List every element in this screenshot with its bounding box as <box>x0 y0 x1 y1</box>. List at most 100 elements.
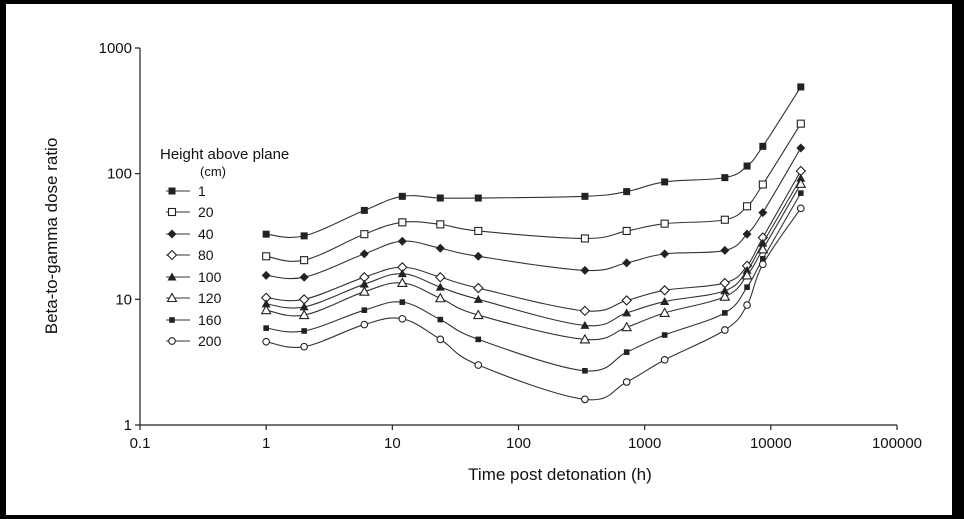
data-point <box>720 215 729 224</box>
data-point <box>473 282 484 294</box>
series-line <box>266 86 802 238</box>
x-tick-label: 0.1 <box>130 435 151 452</box>
data-point <box>719 291 731 301</box>
series-40 <box>261 143 806 282</box>
data-point <box>397 236 407 246</box>
data-point <box>358 286 370 296</box>
data-point <box>434 292 446 303</box>
data-point <box>722 310 728 316</box>
legend-entry: 1 <box>160 180 289 202</box>
data-point <box>621 295 632 306</box>
data-point <box>360 206 368 214</box>
data-point <box>622 308 632 317</box>
legend-marker <box>166 249 178 261</box>
legend-marker-icon <box>166 292 190 303</box>
data-point <box>473 251 483 261</box>
data-point <box>262 252 271 261</box>
data-point <box>298 309 310 320</box>
data-point <box>261 270 271 280</box>
legend-title: Height above plane <box>160 146 290 163</box>
legend-entry: 20 <box>160 202 289 224</box>
series-line <box>266 147 802 280</box>
data-point <box>473 294 483 303</box>
legend-marker <box>168 337 176 346</box>
legend-marker-icon <box>166 337 190 346</box>
x-tick-label: 100 <box>506 435 531 452</box>
data-point <box>741 269 753 280</box>
series-line <box>266 208 802 401</box>
data-point <box>797 83 805 91</box>
data-point <box>758 180 767 189</box>
data-point <box>396 277 408 288</box>
data-point <box>760 256 766 262</box>
data-point <box>474 361 483 369</box>
legend-marker-icon <box>166 316 190 323</box>
data-point <box>435 243 445 253</box>
series-20 <box>262 119 805 265</box>
legend-entry: 120 <box>160 288 289 310</box>
y-tick-label: 1 <box>124 417 132 434</box>
y-tick-label: 100 <box>107 166 132 183</box>
data-point <box>743 301 751 309</box>
data-point <box>581 395 589 404</box>
legend-marker <box>167 229 177 239</box>
data-point <box>435 271 446 283</box>
data-point <box>474 194 482 202</box>
x-tick-label: 10 <box>384 435 401 452</box>
x-tick-label: 1 <box>262 435 270 452</box>
legend-entry: 160 <box>160 309 289 331</box>
data-point <box>623 188 631 196</box>
data-point <box>795 178 807 188</box>
data-point <box>796 119 805 128</box>
data-point <box>474 226 483 236</box>
series-200 <box>262 204 805 404</box>
legend-unit: (cm) <box>200 164 226 179</box>
legend-entry: 40 <box>160 223 289 245</box>
x-tick-label: 100000 <box>872 435 922 452</box>
legend-label: 20 <box>198 204 214 221</box>
series-layer <box>260 83 807 404</box>
legend-label: 160 <box>198 311 222 328</box>
data-point <box>660 249 670 259</box>
data-point <box>719 277 731 289</box>
legend-marker-icon <box>166 249 190 261</box>
series-1 <box>262 83 805 240</box>
data-point <box>301 328 307 334</box>
data-point <box>622 258 632 268</box>
data-point <box>300 342 308 351</box>
data-point <box>579 333 591 344</box>
data-point <box>299 272 309 282</box>
data-point <box>796 143 806 153</box>
x-tick-label: 10000 <box>750 435 792 452</box>
data-point <box>743 202 752 211</box>
legend-label: 40 <box>198 225 214 242</box>
data-point <box>582 367 588 374</box>
data-point <box>798 190 804 196</box>
legend-marker-icon <box>166 229 190 239</box>
data-point <box>262 337 271 346</box>
data-point <box>300 256 309 265</box>
data-point <box>261 299 271 308</box>
legend-entry: 200 <box>160 331 289 353</box>
legend-label: 100 <box>198 268 222 285</box>
legend-entry: 80 <box>160 245 289 267</box>
series-line <box>266 177 802 327</box>
data-point <box>436 335 445 344</box>
data-point <box>262 230 270 238</box>
data-point <box>660 297 670 306</box>
data-point <box>796 204 805 213</box>
data-point <box>622 378 631 386</box>
legend-marker <box>169 316 175 323</box>
data-point <box>743 162 751 170</box>
data-point <box>398 218 407 227</box>
legend-marker-icon <box>166 208 190 217</box>
data-point <box>399 299 406 305</box>
legend-label: 1 <box>198 182 206 199</box>
data-point <box>661 178 669 186</box>
data-point <box>759 142 767 150</box>
data-point <box>659 307 671 317</box>
data-point <box>580 234 589 243</box>
data-point <box>621 321 633 332</box>
